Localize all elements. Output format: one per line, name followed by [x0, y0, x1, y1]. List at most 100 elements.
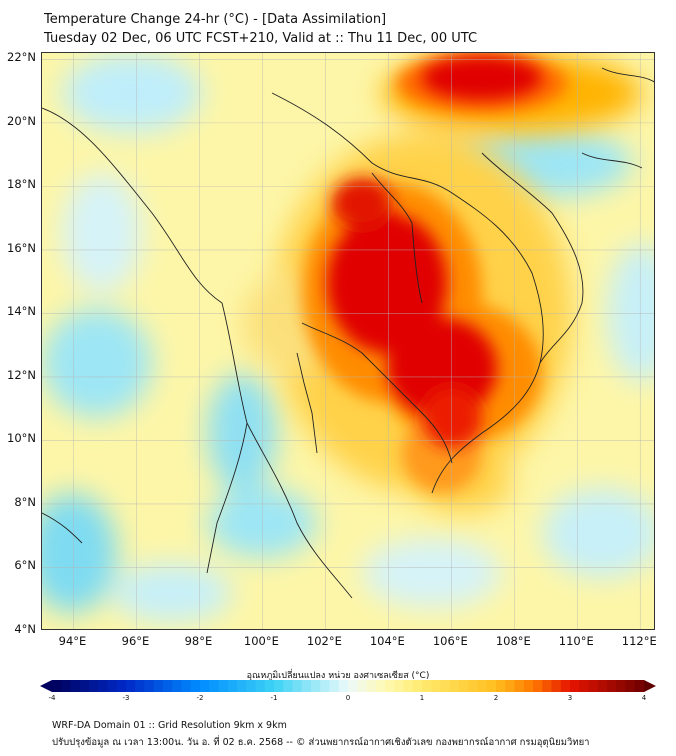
colorbar-cell [70, 680, 81, 692]
colorbar [40, 680, 656, 692]
colorbar-cell [449, 680, 460, 692]
colorbar-cell [329, 680, 340, 692]
colorbar-cell [496, 680, 506, 692]
colorbar-cell [523, 680, 534, 692]
longitude-label: 100°E [243, 634, 279, 648]
colorbar-cell [292, 680, 303, 692]
colorbar-cell [144, 680, 155, 692]
colorbar-cell [477, 680, 488, 692]
temperature-field [42, 53, 654, 629]
colorbar-cell [625, 680, 636, 692]
colorbar-tick-label: 1 [419, 694, 425, 702]
colorbar-cell [163, 680, 173, 692]
colorbar-cell [542, 680, 552, 692]
colorbar-cell [403, 680, 414, 692]
latitude-label: 22°N [7, 50, 36, 65]
colorbar-cell [579, 680, 589, 692]
colorbar-cell [597, 680, 608, 692]
colorbar-cell [79, 680, 90, 692]
footer-model-info: WRF-DA Domain 01 :: Grid Resolution 9km … [52, 720, 287, 731]
hot-core-regions [327, 56, 542, 448]
colorbar-cell [311, 680, 321, 692]
latitude-label: 10°N [7, 431, 36, 446]
colorbar-cell [634, 680, 645, 692]
colorbar-cell [560, 680, 571, 692]
colorbar-cell [98, 680, 108, 692]
temperature-map[interactable] [41, 52, 655, 630]
latitude-label: 8°N [14, 494, 36, 509]
colorbar-cell [200, 680, 210, 692]
colorbar-cell [116, 680, 127, 692]
map-title: Temperature Change 24-hr (°C) - [Data As… [44, 12, 387, 27]
colorbar-cell [505, 680, 515, 692]
colorbar-cell [588, 680, 599, 692]
latitude-label: 18°N [7, 177, 36, 192]
colorbar-cell [385, 680, 395, 692]
longitude-label: 104°E [369, 634, 405, 648]
latitude-label: 16°N [7, 240, 36, 255]
colorbar-cell [153, 680, 164, 692]
colorbar-tick-label: 4 [641, 694, 647, 702]
colorbar-cell [607, 680, 617, 692]
longitude-label: 98°E [184, 634, 213, 648]
colorbar-tick-label: -4 [48, 694, 56, 702]
colorbar-tick-label: 0 [345, 694, 351, 702]
colorbar-tick-label: 2 [493, 694, 499, 702]
latitude-label: 4°N [14, 622, 36, 636]
colorbar-cell [348, 680, 358, 692]
longitude-label: 94°E [58, 634, 87, 648]
colorbar-min-arrow [40, 680, 52, 692]
colorbar-cell [61, 680, 71, 692]
footer-credit: ปรับปรุงข้อมูล ณ เวลา 13:00น. วัน อ. ที่… [52, 737, 590, 748]
colorbar-cell [366, 680, 377, 692]
colorbar-cell [227, 680, 238, 692]
colorbar-max-arrow [644, 680, 656, 692]
map-subtitle: Tuesday 02 Dec, 06 UTC FCST+210, Valid a… [44, 31, 478, 46]
colorbar-cell [431, 680, 441, 692]
colorbar-tick-label: 3 [567, 694, 573, 702]
longitude-label: 96°E [121, 634, 150, 648]
latitude-label: 6°N [14, 558, 36, 573]
colorbar-cell [209, 680, 219, 692]
colorbar-cell [246, 680, 256, 692]
colorbar-cell [255, 680, 266, 692]
colorbar-tick-label: -2 [196, 694, 204, 702]
colorbar-cell [320, 680, 330, 692]
colorbar-cell [190, 680, 201, 692]
longitude-label: 102°E [306, 634, 342, 648]
latitude-label: 12°N [7, 367, 36, 382]
longitude-label: 110°E [558, 634, 594, 648]
colorbar-cell [89, 680, 99, 692]
colorbar-cell [394, 680, 404, 692]
colorbar-cell [126, 680, 136, 692]
coastlines-and-borders [42, 67, 654, 599]
colorbar-cell [412, 680, 423, 692]
colorbar-cell [514, 680, 525, 692]
colorbar-cell [52, 680, 62, 692]
colorbar-cell [274, 680, 284, 692]
latitude-label: 20°N [7, 113, 36, 128]
colorbar-cell [570, 680, 580, 692]
colorbar-title: อุณหภูมิเปลี่ยนแปลง หน่วย องศาเซลเซียส (… [246, 671, 430, 681]
colorbar-cell [422, 680, 432, 692]
colorbar-cell [181, 680, 192, 692]
longitude-label: 108°E [495, 634, 531, 648]
colorbar-cell [264, 680, 275, 692]
colorbar-cell [459, 680, 469, 692]
colorbar-cell [237, 680, 247, 692]
graticule [42, 53, 654, 629]
colorbar-cell [338, 680, 349, 692]
colorbar-tick-label: -1 [270, 694, 278, 702]
colorbar-cell [172, 680, 182, 692]
colorbar-cell [468, 680, 478, 692]
colorbar-cell [283, 680, 293, 692]
colorbar-cell [486, 680, 497, 692]
longitude-label: 106°E [432, 634, 468, 648]
colorbar-cell [616, 680, 626, 692]
latitude-label: 14°N [7, 304, 36, 319]
colorbar-cell [107, 680, 118, 692]
longitude-label: 112°E [621, 634, 657, 648]
cool-anomaly-regions [42, 53, 654, 623]
colorbar-cell [135, 680, 145, 692]
colorbar-cell [533, 680, 543, 692]
